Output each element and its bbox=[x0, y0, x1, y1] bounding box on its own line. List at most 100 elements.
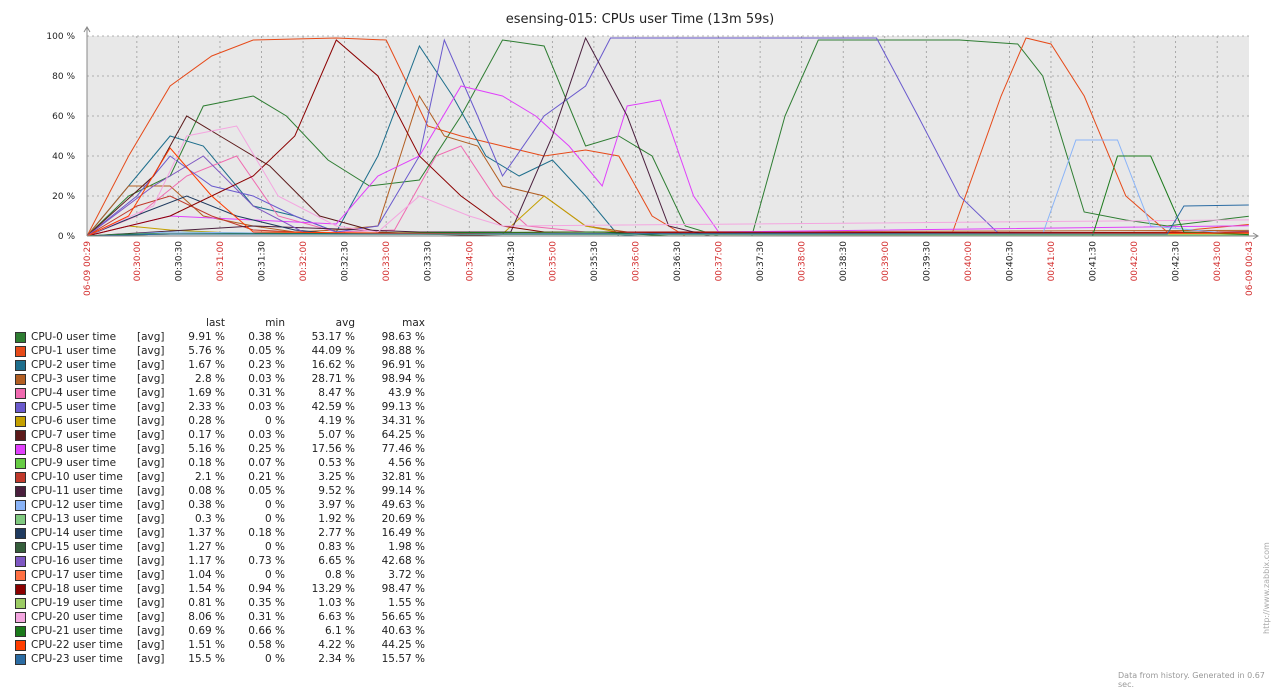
y-tick-label: 40 % bbox=[52, 152, 75, 162]
x-axis-ticks: 06-09 00:29 00:30:00 00:30:30 00:31:00 00:31… bbox=[83, 241, 1255, 296]
legend-swatch bbox=[15, 499, 26, 511]
y-axis-ticks: 0 % 20 % 40 % 60 % 80 % 100 % bbox=[46, 32, 75, 242]
legend-function: [avg] bbox=[137, 513, 165, 525]
legend-max: 32.81 % bbox=[381, 471, 425, 483]
legend-min: 0.03 % bbox=[248, 373, 285, 385]
legend-avg: 42.59 % bbox=[311, 401, 355, 413]
legend-max: 99.14 % bbox=[381, 485, 425, 497]
x-tick-label: 00:43:00 bbox=[1213, 241, 1223, 282]
legend-last: 1.04 % bbox=[188, 569, 225, 581]
legend-min: 0.31 % bbox=[248, 611, 285, 623]
legend-last: 1.67 % bbox=[188, 359, 225, 371]
legend-header-row: last min avg max bbox=[15, 316, 425, 330]
legend-row: CPU-22 user time [avg] 1.51 % 0.58 % 4.22 % 4… bbox=[15, 638, 425, 652]
legend-series-name: CPU-6 user time bbox=[31, 415, 117, 427]
legend-row: CPU-18 user time [avg] 1.54 % 0.94 % 13.29 %… bbox=[15, 582, 425, 596]
legend-min: 0.73 % bbox=[248, 555, 285, 567]
legend-last: 2.33 % bbox=[188, 401, 225, 413]
legend-function: [avg] bbox=[137, 457, 165, 469]
legend-row: CPU-6 user time [avg] 0.28 % 0 % 4.19 % 34.31… bbox=[15, 414, 425, 428]
legend-max: 43.9 % bbox=[388, 387, 425, 399]
legend-avg: 0.83 % bbox=[318, 541, 355, 553]
x-tick-label: 00:40:00 bbox=[964, 241, 974, 282]
legend-series-name: CPU-0 user time bbox=[31, 331, 117, 343]
x-tick-label: 00:32:30 bbox=[341, 241, 351, 282]
x-tick-label: 00:42:30 bbox=[1172, 241, 1182, 282]
legend-last: 1.69 % bbox=[188, 387, 225, 399]
legend-last: 0.17 % bbox=[188, 429, 225, 441]
x-tick-label: 00:31:00 bbox=[216, 241, 226, 282]
legend-series-name: CPU-19 user time bbox=[31, 597, 123, 609]
legend-series-name: CPU-11 user time bbox=[31, 485, 123, 497]
legend-avg: 6.1 % bbox=[324, 625, 355, 637]
legend-function: [avg] bbox=[137, 611, 165, 623]
legend-avg: 4.19 % bbox=[318, 415, 355, 427]
legend-function: [avg] bbox=[137, 401, 165, 413]
x-tick-label: 00:35:30 bbox=[590, 241, 600, 282]
x-tick-label: 00:36:00 bbox=[631, 241, 641, 282]
x-tick-label: 00:34:00 bbox=[465, 241, 475, 282]
legend-row: CPU-8 user time [avg] 5.16 % 0.25 % 17.56 % 7… bbox=[15, 442, 425, 456]
legend-min: 0.31 % bbox=[248, 387, 285, 399]
legend-swatch bbox=[15, 527, 26, 539]
x-tick-label: 00:30:00 bbox=[133, 241, 143, 282]
legend-function: [avg] bbox=[137, 639, 165, 651]
legend-function: [avg] bbox=[137, 471, 165, 483]
legend-min: 0 % bbox=[265, 653, 285, 665]
legend-swatch bbox=[15, 639, 26, 651]
legend-min: 0.03 % bbox=[248, 401, 285, 413]
x-tick-label: 00:39:00 bbox=[881, 241, 891, 282]
legend-avg: 1.03 % bbox=[318, 597, 355, 609]
legend-row: CPU-5 user time [avg] 2.33 % 0.03 % 42.59 % 9… bbox=[15, 400, 425, 414]
x-tick-label: 00:32:00 bbox=[299, 241, 309, 282]
legend-last: 1.37 % bbox=[188, 527, 225, 539]
legend-function: [avg] bbox=[137, 555, 165, 567]
legend-max: 40.63 % bbox=[381, 625, 425, 637]
legend-min: 0.38 % bbox=[248, 331, 285, 343]
legend-series-name: CPU-21 user time bbox=[31, 625, 123, 637]
series-line bbox=[86, 204, 1249, 237]
legend-avg: 9.52 % bbox=[318, 485, 355, 497]
axes bbox=[83, 26, 1259, 240]
legend-avg: 6.65 % bbox=[318, 555, 355, 567]
legend-last: 9.91 % bbox=[188, 331, 225, 343]
legend-swatch bbox=[15, 457, 26, 469]
series-line bbox=[86, 115, 1249, 237]
legend-row: CPU-19 user time [avg] 0.81 % 0.35 % 1.03 % 1… bbox=[15, 596, 425, 610]
legend-max: 77.46 % bbox=[381, 443, 425, 455]
legend-function: [avg] bbox=[137, 527, 165, 539]
legend-series-name: CPU-5 user time bbox=[31, 401, 117, 413]
legend-swatch bbox=[15, 583, 26, 595]
legend-series-name: CPU-4 user time bbox=[31, 387, 117, 399]
x-tick-label: 00:40:30 bbox=[1005, 241, 1015, 282]
legend-min: 0.25 % bbox=[248, 443, 285, 455]
legend-row: CPU-7 user time [avg] 0.17 % 0.03 % 5.07 % 64… bbox=[15, 428, 425, 442]
legend-max: 56.65 % bbox=[381, 611, 425, 623]
legend-function: [avg] bbox=[137, 359, 165, 371]
legend-min: 0 % bbox=[265, 513, 285, 525]
series-line bbox=[86, 125, 1249, 237]
legend-min: 0.94 % bbox=[248, 583, 285, 595]
legend-swatch bbox=[15, 555, 26, 567]
zabbix-site-link[interactable]: http://www.zabbix.com bbox=[1262, 542, 1271, 634]
legend-avg: 28.71 % bbox=[311, 373, 355, 385]
legend-avg: 2.34 % bbox=[318, 653, 355, 665]
cpu-user-time-chart: esensing-015: CPUs user Time (13m 59s) 0… bbox=[46, 12, 1259, 296]
x-tick-label: 00:42:00 bbox=[1130, 241, 1140, 282]
legend-function: [avg] bbox=[137, 541, 165, 553]
legend-row: CPU-10 user time [avg] 2.1 % 0.21 % 3.25 % 32… bbox=[15, 470, 425, 484]
legend-row: CPU-0 user time [avg] 9.91 % 0.38 % 53.17 % 9… bbox=[15, 330, 425, 344]
generation-credit: Data from history. Generated in 0.67 sec… bbox=[1118, 671, 1265, 689]
series-line bbox=[86, 39, 1249, 237]
legend-series-name: CPU-7 user time bbox=[31, 429, 117, 441]
legend-row: CPU-4 user time [avg] 1.69 % 0.31 % 8.47 % 43… bbox=[15, 386, 425, 400]
legend-function: [avg] bbox=[137, 331, 165, 343]
legend-last: 0.38 % bbox=[188, 499, 225, 511]
legend-series-name: CPU-2 user time bbox=[31, 359, 117, 371]
legend-min: 0.18 % bbox=[248, 527, 285, 539]
legend-series-name: CPU-8 user time bbox=[31, 443, 117, 455]
legend-row: CPU-15 user time [avg] 1.27 % 0 % 0.83 % 1.98… bbox=[15, 540, 425, 554]
y-tick-label: 0 % bbox=[58, 232, 76, 242]
x-tick-label: 00:31:30 bbox=[258, 241, 268, 282]
x-tick-label: 00:33:00 bbox=[382, 241, 392, 282]
